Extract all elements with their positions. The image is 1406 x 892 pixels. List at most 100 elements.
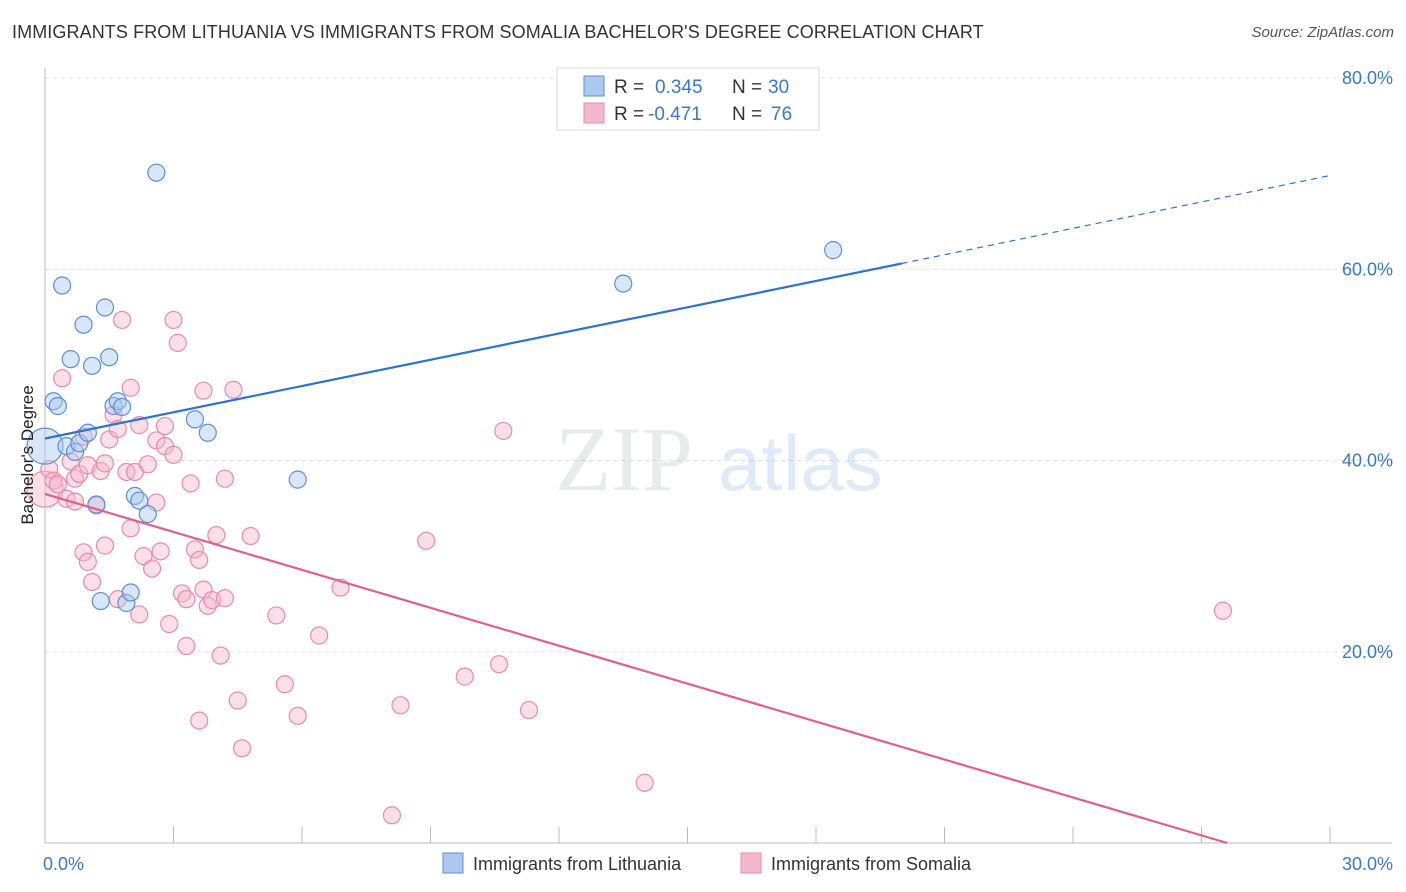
legend-n-label-2: N = bbox=[732, 104, 762, 125]
legend-r-label-2: R = bbox=[614, 104, 644, 125]
somalia-point bbox=[417, 531, 436, 550]
somalia-point bbox=[228, 691, 247, 710]
somalia-point bbox=[151, 542, 170, 561]
somalia-trendline bbox=[44, 492, 1228, 845]
lithuania-point bbox=[198, 423, 217, 442]
somalia-point bbox=[288, 706, 307, 725]
somalia-point bbox=[494, 421, 513, 440]
y-tick-label: 80.0% bbox=[1342, 68, 1393, 88]
legend-n-value-1: 30 bbox=[768, 77, 789, 98]
lithuania-point bbox=[95, 298, 115, 317]
legend-r-value-1: 0.345 bbox=[655, 77, 703, 98]
lithuania-point bbox=[185, 410, 205, 429]
somalia-point bbox=[160, 614, 179, 634]
lithuania-point bbox=[147, 163, 166, 182]
somalia-point bbox=[155, 416, 175, 436]
lithuania-point bbox=[53, 276, 72, 295]
lithuania-point bbox=[112, 397, 132, 417]
somalia-point bbox=[190, 550, 209, 570]
lithuania-trendline-extension bbox=[901, 174, 1331, 265]
legend-swatch-lithuania bbox=[583, 75, 605, 97]
x-tick-label: 0.0% bbox=[43, 854, 84, 874]
legend-r-label-1: R = bbox=[614, 77, 644, 98]
legend-r-value-2: -0.471 bbox=[648, 104, 702, 125]
somalia-point bbox=[310, 626, 329, 645]
somalia-point bbox=[168, 333, 187, 352]
top-legend: R = 0.345 N = 30 R = -0.471 N = 76 bbox=[556, 67, 820, 131]
lithuania-point bbox=[117, 593, 136, 613]
y-tick-label: 60.0% bbox=[1342, 259, 1393, 279]
somalia-point bbox=[382, 806, 402, 825]
bottom-legend-swatch-lithuania bbox=[442, 852, 464, 874]
somalia-point bbox=[185, 540, 205, 559]
chart-title: IMMIGRANTS FROM LITHUANIA VS IMMIGRANTS … bbox=[12, 22, 984, 42]
somalia-point bbox=[134, 547, 153, 566]
bottom-legend-swatch-somalia bbox=[740, 852, 762, 874]
somalia-point bbox=[215, 469, 234, 488]
y-tick-label: 20.0% bbox=[1342, 642, 1393, 662]
somalia-point bbox=[211, 646, 230, 665]
y-tick-label: 40.0% bbox=[1342, 451, 1393, 471]
somalia-point bbox=[177, 590, 196, 609]
somalia-point bbox=[190, 711, 209, 730]
bottom-legend-somalia: Immigrants from Somalia bbox=[771, 854, 972, 874]
lithuania-point bbox=[61, 350, 80, 369]
lithuania-point bbox=[83, 356, 102, 375]
somalia-point bbox=[489, 655, 509, 674]
axes bbox=[44, 68, 1392, 844]
somalia-point bbox=[112, 310, 132, 330]
legend-swatch-somalia bbox=[583, 102, 605, 124]
somalia-point bbox=[48, 475, 67, 494]
somalia-point bbox=[138, 455, 157, 474]
somalia-point bbox=[215, 589, 234, 608]
somalia-point bbox=[241, 526, 260, 546]
somalia-point bbox=[1213, 601, 1233, 620]
lithuania-point bbox=[130, 491, 149, 510]
y-tick-labels: 20.0% 40.0% 60.0% 80.0% bbox=[1342, 68, 1393, 662]
somalia-point bbox=[224, 380, 243, 399]
somalia-point bbox=[40, 460, 59, 479]
lithuania-point bbox=[78, 423, 97, 442]
x-tick-labels: 0.0% 30.0% bbox=[43, 854, 1393, 874]
somalia-point bbox=[95, 454, 115, 473]
lithuania-points bbox=[26, 163, 843, 613]
somalia-point bbox=[267, 606, 286, 625]
bottom-legend-lithuania: Immigrants from Lithuania bbox=[473, 854, 682, 874]
somalia-point bbox=[26, 470, 64, 508]
somalia-point bbox=[519, 700, 539, 720]
somalia-point bbox=[207, 525, 226, 545]
lithuania-point bbox=[288, 470, 307, 489]
legend-n-label-1: N = bbox=[732, 77, 762, 98]
lithuania-point bbox=[121, 583, 140, 602]
somalia-point bbox=[74, 543, 93, 562]
somalia-point bbox=[121, 378, 140, 397]
somalia-point bbox=[83, 572, 102, 592]
somalia-point bbox=[181, 474, 200, 493]
lithuania-point bbox=[100, 348, 119, 367]
lithuania-point bbox=[824, 241, 843, 260]
watermark-zip: ZIP bbox=[555, 408, 693, 510]
lithuania-trendline bbox=[44, 262, 902, 440]
watermark-atlas: atlas bbox=[718, 419, 883, 507]
lithuania-point bbox=[91, 591, 110, 611]
lithuania-point bbox=[48, 396, 67, 416]
trendlines bbox=[44, 174, 1331, 845]
somalia-point bbox=[121, 519, 140, 538]
somalia-point bbox=[455, 667, 474, 686]
chart-source: Source: ZipAtlas.com bbox=[1251, 24, 1394, 41]
lithuania-point bbox=[614, 274, 633, 293]
lithuania-point bbox=[138, 504, 157, 524]
somalia-point bbox=[78, 552, 97, 571]
somalia-point bbox=[164, 310, 183, 330]
legend-n-value-2: 76 bbox=[771, 104, 792, 125]
somalia-point bbox=[232, 739, 252, 758]
somalia-point bbox=[95, 536, 115, 555]
x-tick-label: 30.0% bbox=[1342, 854, 1393, 874]
lithuania-point bbox=[65, 442, 85, 461]
somalia-point bbox=[65, 492, 85, 511]
bottom-legend: Immigrants from Lithuania Immigrants fro… bbox=[442, 852, 972, 874]
y-axis-label: Bachelor's Degree bbox=[18, 385, 37, 524]
somalia-point bbox=[142, 559, 162, 578]
lithuania-point bbox=[74, 315, 93, 334]
